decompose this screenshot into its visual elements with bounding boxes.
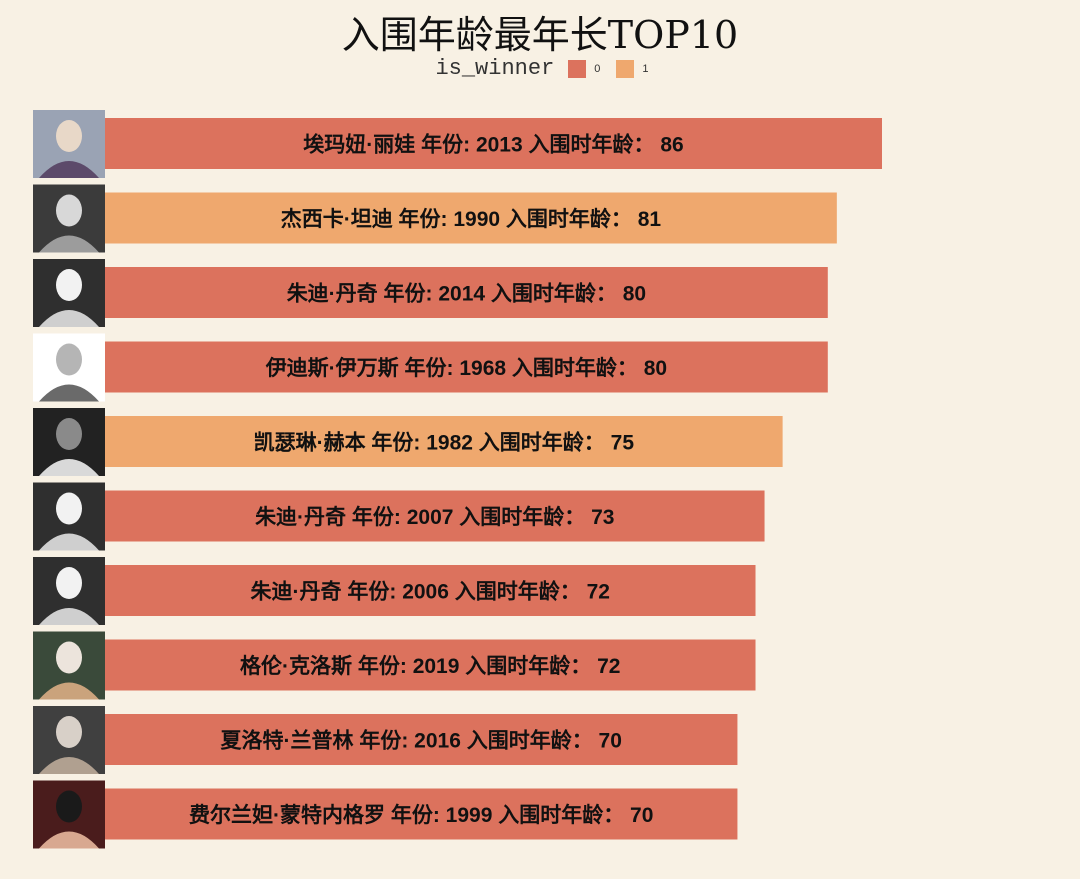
bar-label: 夏洛特·兰普林 年份: 2016 入围时年龄： 70 — [221, 729, 622, 753]
legend-swatch-0 — [568, 59, 587, 78]
bar — [105, 416, 783, 467]
bar — [105, 192, 837, 244]
bar-label: 埃玛妞·丽娃 年份: 2013 入围时年龄： 86 — [303, 133, 683, 157]
legend-label-1: 1 — [642, 62, 649, 75]
portrait-photo — [33, 706, 105, 774]
bar-label: 朱迪·丹奇 年份: 2007 入围时年龄： 73 — [255, 505, 614, 529]
portrait-photo — [33, 780, 105, 849]
bar — [105, 267, 828, 318]
bar — [105, 490, 765, 542]
portrait-photo — [33, 333, 105, 402]
bar — [105, 118, 882, 169]
legend-title: is_winner — [435, 56, 555, 81]
bar — [105, 788, 738, 840]
portrait-photo — [33, 110, 105, 178]
bar — [105, 639, 756, 691]
portrait-photo — [33, 259, 105, 327]
portrait-photo — [33, 408, 105, 476]
legend-label-0: 0 — [594, 62, 601, 75]
portrait-photo — [33, 557, 105, 625]
bar-label: 伊迪斯·伊万斯 年份: 1968 入围时年龄： 80 — [265, 356, 667, 380]
portrait-photo — [33, 184, 105, 253]
bar-label: 朱迪·丹奇 年份: 2014 入围时年龄： 80 — [287, 282, 646, 306]
bar-label: 朱迪·丹奇 年份: 2006 入围时年龄： 72 — [251, 580, 610, 604]
bar — [105, 565, 756, 616]
bar-label: 格伦·克洛斯 年份: 2019 入围时年龄： 72 — [240, 654, 620, 678]
bar — [105, 714, 738, 765]
bar-label: 费尔兰妲·蒙特内格罗 年份: 1999 入围时年龄： 70 — [189, 803, 653, 827]
portrait-photo — [33, 631, 105, 700]
bar — [105, 341, 828, 393]
bar-label: 凯瑟琳·赫本 年份: 1982 入围时年龄： 75 — [254, 431, 635, 455]
legend: is_winner 0 1 — [0, 56, 1080, 81]
bar-label: 杰西卡·坦迪 年份: 1990 入围时年龄： 81 — [281, 207, 662, 231]
legend-swatch-1 — [616, 59, 635, 78]
chart-title: 入围年龄最年长TOP10 — [341, 13, 739, 57]
portrait-photo — [33, 482, 105, 551]
